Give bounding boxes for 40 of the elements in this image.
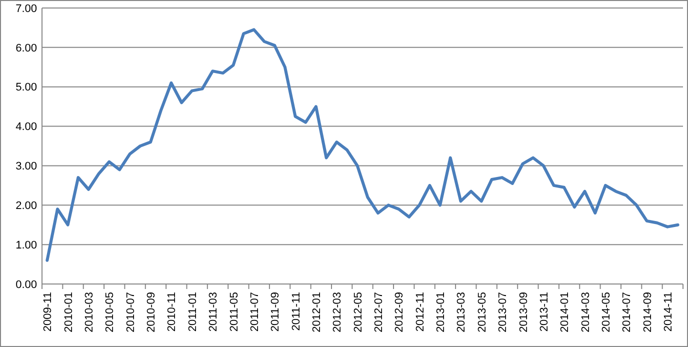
x-tick-label: 2014-09 [642,292,654,332]
x-tick-label: 2011-07 [248,292,261,332]
x-tick-label: 2010-05 [104,292,116,332]
x-tick-label: 2013-07 [497,292,510,332]
x-tick-label: 2011-09 [270,292,282,332]
y-tick-label: 5.00 [16,82,37,94]
x-tick-label: 2013-05 [476,292,488,332]
x-tick-label: 2014-05 [600,292,612,332]
x-tick-label: 2014-01 [559,292,572,332]
x-tick-label: 2013-01 [435,292,448,332]
x-tick-label: 2010-07 [124,292,137,332]
x-tick-label: 2011-11 [290,292,302,331]
x-tick-label: 2012-07 [373,292,386,332]
x-tick-label: 2012-05 [352,292,364,332]
y-tick-label: 3.00 [16,160,37,173]
x-tick-label: 2011-03 [208,292,220,332]
y-tick-label: 2.00 [16,200,37,212]
line-series [46,28,680,262]
x-tick-label: 2012-11 [414,292,426,332]
x-tick-label: 2009-11 [42,292,54,332]
x-tick-label: 2012-09 [394,292,406,332]
y-tick-label: 7.00 [16,2,37,15]
x-tick-label: 2010-01 [62,292,75,332]
x-tick-label: 2013-03 [456,292,468,332]
x-tick-label: 2010-11 [166,292,178,332]
x-tick-label: 2011-01 [186,292,199,332]
x-tick-label: 2014-03 [580,292,592,332]
y-tick-label: 6.00 [16,42,37,54]
x-tick-label: 2014-07 [621,292,634,332]
x-tick-label: 2010-09 [146,292,158,332]
y-tick-label: 0.00 [16,278,37,291]
x-tick-label: 2012-03 [332,292,344,332]
y-tick-label: 1.00 [16,239,37,252]
y-tick-label: 4.00 [16,121,37,134]
x-tick-label: 2013-09 [518,292,530,332]
x-tick-label: 2014-11 [662,292,674,332]
x-tick-label: 2010-03 [84,292,96,332]
x-tick-label: 2012-01 [310,292,323,332]
x-tick-label: 2013-11 [538,292,550,332]
x-tick-label: 2011-05 [228,292,240,332]
